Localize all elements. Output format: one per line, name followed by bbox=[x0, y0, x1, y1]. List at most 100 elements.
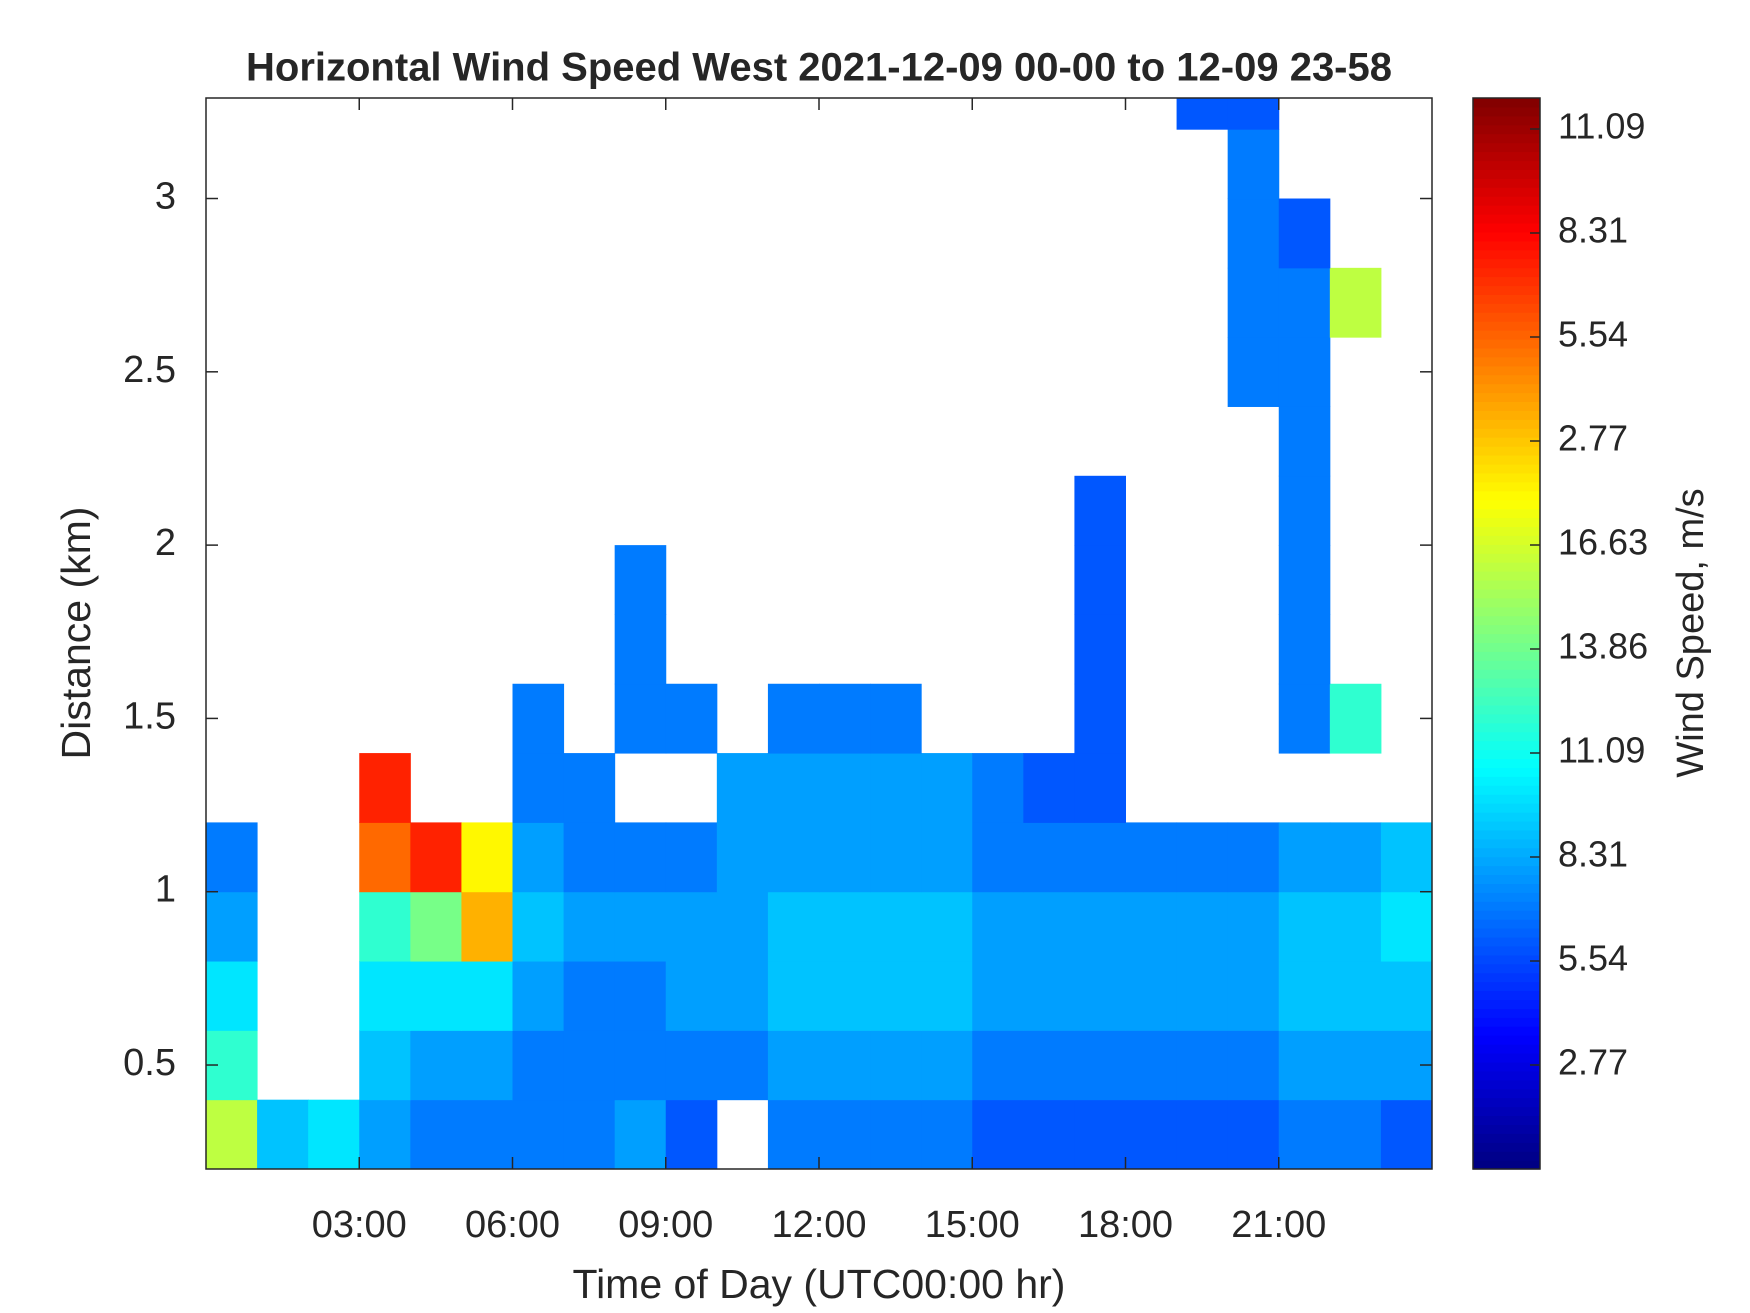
heat-cell bbox=[1329, 961, 1382, 1031]
colorbar-tick-label: 5.54 bbox=[1558, 938, 1628, 979]
heat-cell bbox=[206, 822, 258, 893]
heat-cell bbox=[359, 753, 411, 823]
colorbar-swatch bbox=[1473, 303, 1540, 313]
heat-cell bbox=[819, 961, 871, 1031]
colorbar-tick-label: 13.86 bbox=[1558, 626, 1648, 667]
colorbar-swatch bbox=[1473, 615, 1540, 626]
colorbar-swatch bbox=[1473, 214, 1540, 224]
colorbar-swatch bbox=[1473, 526, 1540, 536]
heat-cell bbox=[410, 822, 462, 893]
colorbar-tick-label: 8.31 bbox=[1558, 834, 1628, 875]
heat-cell bbox=[1125, 1099, 1178, 1169]
colorbar-swatch bbox=[1473, 347, 1540, 358]
colorbar-swatch bbox=[1473, 749, 1540, 760]
heat-cell bbox=[1023, 1099, 1075, 1169]
heat-cell bbox=[767, 683, 820, 754]
heat-cell bbox=[1074, 1030, 1126, 1101]
heat-cell bbox=[563, 753, 616, 823]
heat-cell bbox=[206, 891, 258, 962]
colorbar-swatch bbox=[1473, 98, 1540, 108]
heat-cell bbox=[1278, 337, 1331, 407]
colorbar-tick-label: 11.09 bbox=[1558, 106, 1645, 147]
heat-cell bbox=[461, 1099, 513, 1169]
heat-cell bbox=[1074, 961, 1126, 1031]
heat-cell bbox=[614, 614, 667, 685]
heat-cell bbox=[1329, 1099, 1382, 1169]
heat-cell bbox=[870, 1099, 922, 1169]
colorbar-swatch bbox=[1473, 365, 1540, 376]
colorbar-swatch bbox=[1473, 240, 1540, 251]
heat-cell bbox=[1074, 545, 1126, 615]
colorbar-swatch bbox=[1473, 490, 1540, 501]
x-tick-label: 15:00 bbox=[925, 1204, 1020, 1246]
colorbar-swatch bbox=[1473, 740, 1540, 751]
heat-cell bbox=[972, 961, 1024, 1031]
heat-cell bbox=[563, 961, 616, 1031]
heat-cell bbox=[1227, 129, 1280, 200]
heat-cell bbox=[1176, 1030, 1229, 1101]
heat-cell bbox=[614, 822, 667, 893]
heat-cell bbox=[614, 961, 667, 1031]
colorbar-label: Wind Speed, m/s bbox=[1670, 488, 1712, 777]
colorbar-swatch bbox=[1473, 383, 1540, 394]
heat-cell bbox=[921, 961, 973, 1031]
heat-cell bbox=[1278, 198, 1331, 269]
heat-cell bbox=[308, 1099, 360, 1169]
colorbar-swatch bbox=[1473, 517, 1540, 527]
colorbar-tick-label: 8.31 bbox=[1558, 210, 1628, 251]
colorbar-swatch bbox=[1473, 374, 1540, 385]
colorbar-swatch bbox=[1473, 731, 1540, 742]
x-tick-label: 18:00 bbox=[1078, 1204, 1173, 1246]
colorbar-swatch bbox=[1473, 1052, 1540, 1063]
heat-cell bbox=[665, 1099, 718, 1169]
colorbar-swatch bbox=[1473, 205, 1540, 215]
colorbar-swatch bbox=[1473, 508, 1540, 519]
colorbar-swatch bbox=[1473, 776, 1540, 786]
colorbar-swatch bbox=[1473, 356, 1540, 367]
colorbar-swatch bbox=[1473, 472, 1540, 483]
heat-cell bbox=[1278, 1030, 1331, 1101]
colorbar-swatch bbox=[1473, 187, 1540, 197]
colorbar-swatch bbox=[1473, 972, 1540, 983]
y-tick-label: 2.5 bbox=[123, 349, 176, 391]
heat-cell bbox=[1278, 822, 1331, 893]
colorbar-swatch bbox=[1473, 1151, 1540, 1161]
heat-cell bbox=[1125, 1030, 1178, 1101]
colorbar-swatch bbox=[1473, 794, 1540, 804]
colorbar-swatch bbox=[1473, 847, 1540, 858]
colorbar-tick-label: 11.09 bbox=[1558, 730, 1645, 771]
heat-cell bbox=[512, 822, 565, 893]
colorbar-swatch bbox=[1473, 249, 1540, 260]
colorbar-swatch bbox=[1473, 579, 1540, 590]
heat-cell bbox=[410, 961, 462, 1031]
colorbar-swatch bbox=[1473, 410, 1540, 420]
colorbar-swatch bbox=[1473, 651, 1540, 661]
y-tick-label: 0.5 bbox=[123, 1042, 176, 1084]
colorbar-swatch bbox=[1473, 294, 1540, 304]
heat-cell bbox=[359, 1099, 411, 1169]
heat-cell bbox=[1227, 961, 1280, 1031]
x-tick-label: 03:00 bbox=[312, 1204, 407, 1246]
colorbar-swatch bbox=[1473, 642, 1540, 652]
heat-cell bbox=[665, 822, 718, 893]
heat-cell bbox=[767, 1030, 820, 1101]
heat-cell bbox=[665, 683, 718, 754]
heat-cell bbox=[563, 822, 616, 893]
heat-cell bbox=[767, 1099, 820, 1169]
heat-cell bbox=[563, 891, 616, 962]
colorbar-swatch bbox=[1473, 1124, 1540, 1134]
heat-cell bbox=[1227, 337, 1280, 407]
heat-cell bbox=[819, 891, 871, 962]
heat-cell bbox=[461, 822, 513, 893]
colorbar-swatch bbox=[1473, 713, 1540, 724]
heat-cell bbox=[870, 683, 922, 754]
heat-cell bbox=[921, 891, 973, 962]
heat-cell bbox=[819, 1099, 871, 1169]
heat-cell bbox=[1380, 891, 1432, 962]
heat-cell bbox=[1074, 753, 1126, 823]
heat-cell bbox=[870, 753, 922, 823]
colorbar-swatch bbox=[1473, 428, 1540, 438]
heat-cell bbox=[461, 891, 513, 962]
heat-cell bbox=[1125, 961, 1178, 1031]
colorbar-swatch bbox=[1473, 856, 1540, 867]
